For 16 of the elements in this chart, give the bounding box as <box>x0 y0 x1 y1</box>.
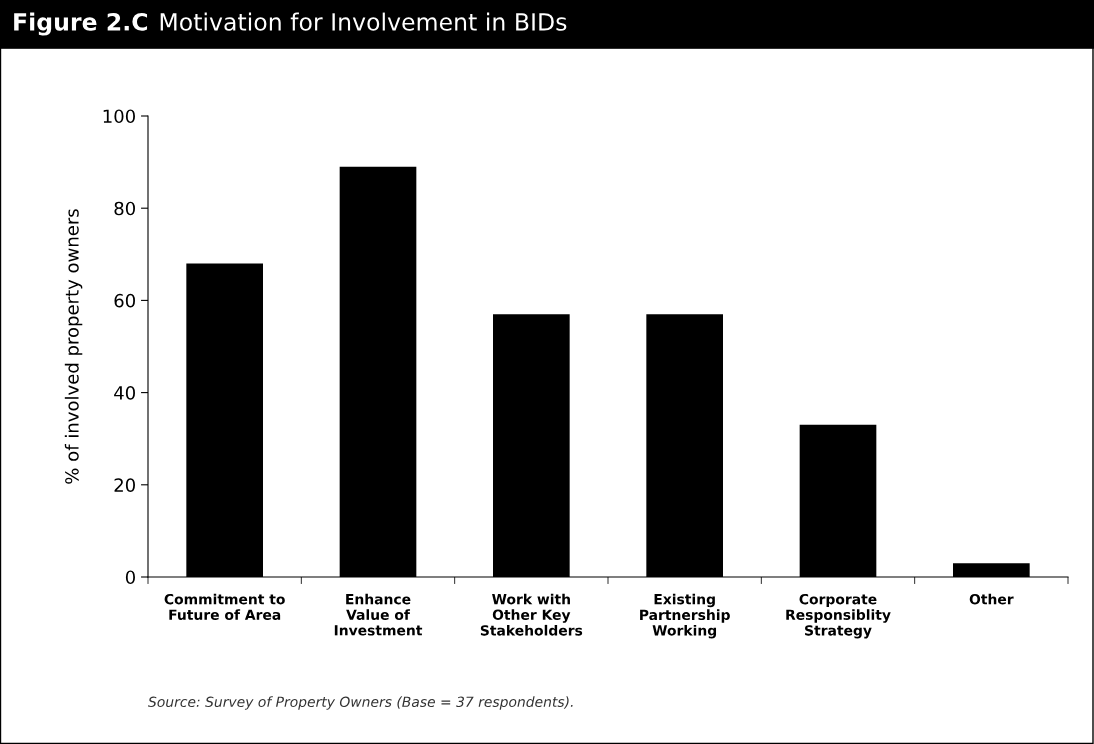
x-tick-label: Other <box>969 593 1014 605</box>
x-tick-label: Corporate Responsiblity Strategy <box>786 593 891 639</box>
y-tick-label: 100 <box>103 109 135 124</box>
x-tick-label: Enhance Value of Investment <box>334 593 423 636</box>
x-tick-label: Work with Other Key Stakeholders <box>480 593 583 636</box>
chart-subtitle: Motivation for Involvement in BIDs <box>160 12 567 31</box>
y-tick-label: 20 <box>114 478 135 492</box>
source-note: Source: Survey of Property Owners (Base = 37 respondents). <box>148 696 573 710</box>
y-tick-label: 0 <box>125 570 135 585</box>
y-tick-label: 40 <box>114 386 135 400</box>
chart-title: Figure 2.C <box>14 12 148 36</box>
y-tick-label: 80 <box>114 201 135 216</box>
x-tick-label: Existing Partnership Working <box>640 593 730 639</box>
y-tick-label: 60 <box>114 293 135 308</box>
y-axis-title: % of involved property owners <box>64 209 83 484</box>
x-tick-label: Commitment to Future of Area <box>164 593 285 620</box>
